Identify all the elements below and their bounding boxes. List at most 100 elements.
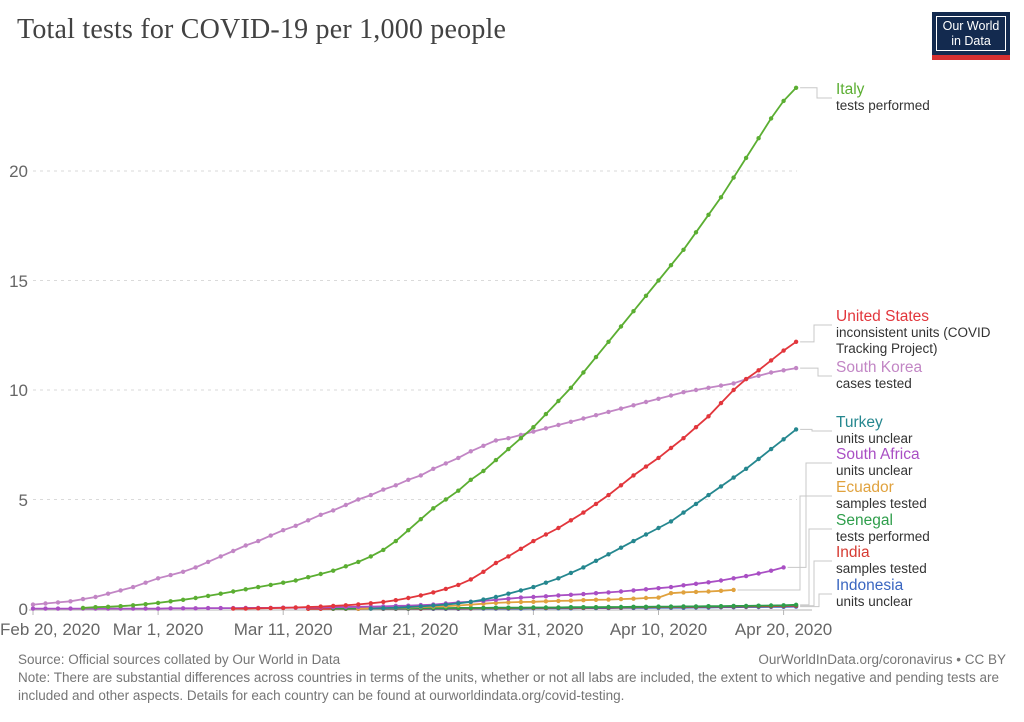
data-point [643, 587, 649, 592]
data-point [418, 604, 423, 609]
data-point [718, 578, 724, 583]
data-point [518, 436, 524, 441]
data-point [693, 604, 699, 609]
data-point [130, 606, 136, 611]
data-point [343, 603, 348, 608]
data-point [793, 602, 799, 607]
data-point [631, 588, 636, 593]
data-point [506, 436, 511, 441]
data-point [468, 477, 473, 482]
data-point [105, 591, 111, 596]
gridlines [29, 170, 812, 615]
data-point [180, 597, 186, 602]
data-point [481, 605, 486, 611]
data-point [631, 309, 636, 314]
data-point [481, 569, 486, 574]
data-point [756, 571, 761, 576]
data-point [143, 602, 148, 607]
data-point [631, 596, 636, 601]
data-point [118, 588, 123, 593]
data-point [731, 381, 736, 386]
data-point [531, 599, 536, 604]
data-point [281, 580, 286, 585]
data-point [543, 532, 549, 537]
data-point [631, 538, 636, 544]
data-point [643, 532, 649, 537]
data-point [30, 602, 36, 607]
data-point [443, 602, 448, 607]
data-point [693, 581, 699, 586]
legend-connectors [737, 87, 832, 608]
data-point [618, 483, 624, 488]
data-point [568, 518, 574, 523]
data-point [55, 606, 61, 611]
data-point [368, 492, 373, 498]
data-point [756, 373, 761, 378]
data-point [606, 492, 611, 498]
data-point [43, 606, 48, 611]
data-point [431, 506, 436, 511]
data-point [431, 466, 436, 471]
data-point [468, 599, 473, 604]
data-point [368, 554, 373, 559]
data-point [281, 605, 286, 611]
data-point [331, 508, 336, 513]
data-point [293, 605, 298, 610]
data-point [506, 446, 511, 452]
data-point [743, 155, 749, 161]
series-line [233, 341, 797, 610]
data-point [793, 85, 799, 91]
data-point [606, 604, 611, 610]
data-point [493, 438, 499, 443]
data-point [706, 414, 711, 419]
data-point [668, 604, 674, 609]
data-point [656, 595, 661, 600]
data-point [205, 559, 211, 565]
data-point [568, 598, 574, 603]
data-point [406, 477, 411, 482]
data-point [781, 565, 786, 570]
data-point [443, 586, 448, 592]
data-point [668, 591, 674, 596]
data-point [506, 600, 511, 605]
data-point [105, 604, 111, 609]
data-point [155, 600, 161, 606]
data-point [481, 597, 486, 602]
data-point [781, 348, 786, 353]
data-point [543, 411, 549, 417]
data-point [718, 195, 724, 200]
series-line [32, 367, 797, 606]
data-point [781, 603, 786, 608]
data-point [218, 554, 223, 559]
data-point [531, 429, 536, 434]
data-point [368, 606, 373, 611]
data-point [718, 484, 724, 489]
data-point [118, 604, 123, 609]
data-point [318, 604, 323, 609]
data-point [606, 339, 611, 344]
data-point [231, 548, 236, 554]
data-point [756, 368, 761, 373]
data-point [581, 416, 586, 421]
data-point [643, 604, 649, 609]
data-point [130, 584, 136, 590]
data-point [193, 595, 198, 601]
legend-connector [800, 593, 832, 608]
data-point [168, 606, 173, 611]
data-point [518, 595, 524, 600]
data-point [718, 400, 724, 406]
data-point [581, 565, 586, 570]
data-point [743, 603, 749, 609]
data-point [531, 538, 536, 544]
data-point [556, 576, 561, 581]
data-point [768, 568, 774, 573]
data-point [631, 473, 636, 478]
data-point [681, 436, 686, 441]
data-point [493, 605, 499, 610]
data-point [180, 606, 186, 611]
data-point [381, 487, 386, 492]
data-point [568, 570, 574, 576]
data-point [518, 588, 524, 593]
